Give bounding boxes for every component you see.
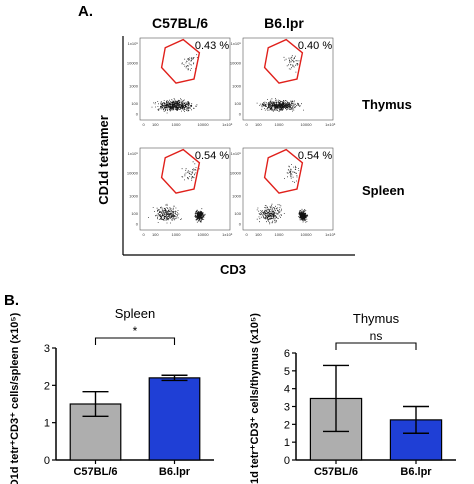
bar-chart-thymus: Thymus 0 1 2 3 4 5 6 CD1d tetr⁺CD3⁺ cells/thymus…	[249, 311, 456, 484]
flow-y-tick-label: 10000	[127, 61, 139, 66]
bar-category-label: C57BL/6	[314, 466, 358, 478]
bar-y-axis-label: CD1d tetr⁺CD3⁺ cells/thymus (x10⁵)	[249, 313, 261, 484]
gate-percent-label: 0.54 %	[298, 150, 332, 162]
column-header-b6lpr: B6.lpr	[264, 15, 304, 31]
flow-x-tick-label: 1000	[275, 122, 285, 127]
bar-y-tick-label: 3	[44, 343, 50, 355]
significance-bracket	[335, 342, 417, 350]
row-label-thymus: Thymus	[362, 97, 412, 112]
flow-events	[256, 164, 309, 225]
bar-y-tick-label: 5	[284, 366, 290, 378]
flow-events	[256, 55, 304, 112]
flow-y-tick-label: 100	[234, 101, 241, 106]
gate-percent-label: 0.43 %	[195, 40, 229, 52]
flow-y-tick-label: 1000	[129, 194, 139, 199]
bar-category-label: C57BL/6	[73, 466, 117, 478]
flow-x-tick-label: 10000	[300, 232, 312, 237]
flow-x-tick-label: 10000	[197, 232, 209, 237]
flow-x-tick-label: 100	[255, 122, 262, 127]
flow-x-tick-label: 100	[255, 232, 262, 237]
bar-y-tick-label: 0	[44, 455, 50, 467]
flow-events	[148, 161, 206, 224]
flow-plot-frame	[139, 147, 231, 231]
flow-x-tick-label: 1x10⁵	[325, 232, 336, 237]
flow-y-tick-label: 0	[136, 221, 139, 226]
flow-x-tick-label: 1x10⁵	[222, 122, 233, 127]
flow-gate	[263, 148, 304, 194]
flow-gate	[160, 38, 201, 84]
panel-a-label: A.	[78, 3, 93, 20]
flow-plot-frame	[242, 147, 334, 231]
bar-y-tick-label: 1	[284, 437, 290, 449]
flow-x-tick-label: 1x10⁵	[325, 122, 336, 127]
flow-y-tick-label: 1x10⁵	[231, 41, 242, 46]
flow-y-tick-label: 1x10⁵	[128, 151, 139, 156]
bar-chart-spleen: Spleen 0 1 2 3 CD1d tetr⁺CD3⁺ cells/spleen (x…	[9, 306, 214, 484]
flow-y-tick-label: 1x10⁵	[231, 151, 242, 156]
bar-y-tick-label: 2	[284, 419, 290, 431]
flow-x-axis-label: CD3	[220, 262, 246, 277]
significance-bracket	[94, 337, 176, 345]
significance-label: ns	[370, 329, 383, 343]
flow-y-tick-label: 10000	[127, 171, 139, 176]
flow-y-tick-label: 1000	[129, 84, 139, 89]
flow-x-tick-label: 1000	[275, 232, 285, 237]
flow-y-tick-label: 1x10⁵	[128, 41, 139, 46]
row-label-spleen: Spleen	[362, 183, 405, 198]
flow-gate	[263, 38, 304, 84]
flow-y-tick-label: 1000	[232, 194, 242, 199]
flow-x-tick-label: 10000	[300, 122, 312, 127]
flow-x-tick-label: 0	[142, 232, 145, 237]
bar-1	[148, 377, 201, 461]
gate-percent-label: 0.40 %	[298, 40, 332, 52]
flow-x-tick-label: 10000	[197, 122, 209, 127]
flow-x-tick-label: 0	[245, 232, 248, 237]
bar-y-tick-label: 2	[44, 380, 50, 392]
significance-label: *	[133, 324, 138, 338]
flow-y-tick-label: 100	[131, 211, 138, 216]
flow-y-tick-label: 10000	[230, 171, 242, 176]
flow-x-tick-label: 100	[152, 122, 159, 127]
flow-y-tick-label: 0	[239, 111, 242, 116]
bar-y-tick-label: 4	[284, 384, 290, 396]
flow-y-axis-label: CD1d tetramer	[96, 115, 111, 205]
flow-y-tick-label: 0	[136, 111, 139, 116]
flow-x-tick-label: 0	[142, 122, 145, 127]
bar-y-tick-label: 6	[284, 348, 290, 360]
flow-x-tick-label: 100	[152, 232, 159, 237]
flow-x-tick-label: 1000	[172, 122, 182, 127]
bar-category-label: B6.lpr	[159, 466, 191, 478]
bar-y-axis-label: CD1d tetr⁺CD3⁺ cells/spleen (x10⁵)	[9, 312, 21, 484]
flow-y-tick-label: 1000	[232, 84, 242, 89]
bar-chart-title: Thymus	[353, 311, 400, 326]
bar-chart-title: Spleen	[115, 306, 155, 321]
bar-y-tick-label: 1	[44, 418, 50, 430]
flow-y-tick-label: 100	[131, 101, 138, 106]
flow-x-tick-label: 1000	[172, 232, 182, 237]
flow-x-tick-label: 0	[245, 122, 248, 127]
flow-events	[151, 54, 199, 114]
bar-category-label: B6.lpr	[400, 466, 432, 478]
flow-y-tick-label: 0	[239, 221, 242, 226]
bar-y-tick-label: 0	[284, 455, 290, 467]
flow-y-tick-label: 10000	[230, 61, 242, 66]
flow-y-tick-label: 100	[234, 211, 241, 216]
gate-percent-label: 0.54 %	[195, 150, 229, 162]
flow-gate	[160, 148, 201, 194]
flow-x-tick-label: 1x10⁵	[222, 232, 233, 237]
panel-b-label: B.	[4, 292, 19, 309]
bar-y-tick-label: 3	[284, 402, 290, 414]
column-header-c57bl6: C57BL/6	[152, 15, 208, 31]
